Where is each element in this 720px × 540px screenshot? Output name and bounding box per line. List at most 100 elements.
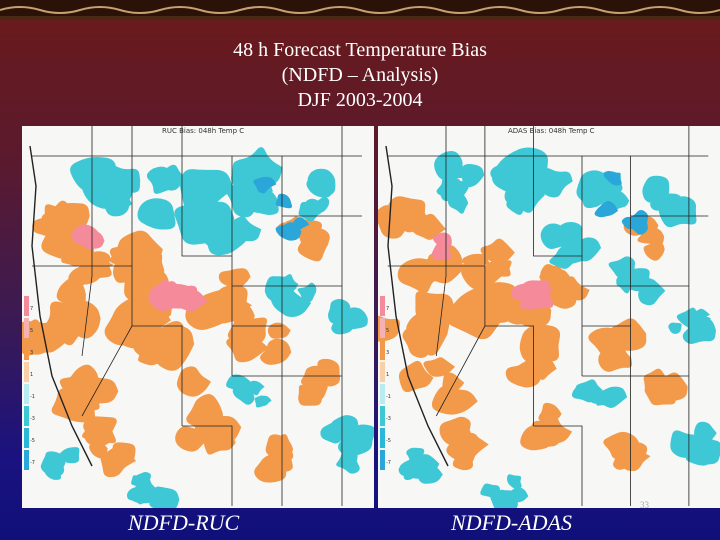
bias-patch [398, 462, 429, 479]
bias-patch [317, 358, 341, 387]
bias-patch [485, 260, 512, 277]
bias-patch [277, 274, 299, 296]
bias-patch [61, 248, 87, 267]
bias-patch [265, 434, 294, 462]
bias-patch [670, 430, 711, 459]
legend-label: -1 [386, 394, 391, 400]
bias-patch [398, 360, 434, 393]
bias-patch [519, 324, 561, 363]
bias-patch [253, 176, 277, 194]
decorative-top-border [0, 0, 720, 20]
bias-patch [66, 299, 101, 339]
state-boundaries [385, 126, 709, 506]
bias-patch [423, 357, 456, 377]
bias-patch [312, 196, 330, 214]
slide-title-line2: (NDFD – Analysis) [281, 64, 439, 86]
bias-patch [608, 256, 636, 282]
bias-patch [660, 193, 685, 210]
bias-patch [520, 424, 552, 451]
bias-patch [603, 431, 642, 460]
legend-swatch [24, 296, 29, 316]
bias-patch [460, 163, 485, 188]
ruc-bias-map: 7 5 3 1 -1 -3 -5 -7 RUC Bias: 048h Temp C [22, 126, 374, 508]
bias-patch [577, 386, 596, 401]
page-number: 33 [640, 500, 649, 510]
bias-patch [158, 164, 186, 191]
legend-label: 1 [386, 372, 389, 378]
bias-patch [70, 157, 117, 194]
bias-patch [463, 432, 482, 452]
bias-patch [218, 268, 251, 289]
legend-label: 5 [386, 328, 389, 334]
bias-patch [109, 237, 158, 268]
bias-patch [203, 288, 238, 324]
bias-patch [431, 242, 453, 261]
bias-patch [271, 288, 312, 318]
bias-patch [682, 316, 716, 345]
bias-patch [22, 322, 73, 353]
bias-patch [434, 151, 467, 180]
bias-patch [180, 169, 234, 215]
legend-swatch [24, 384, 29, 404]
legend-label: -1 [30, 394, 35, 400]
bias-patch [100, 445, 137, 478]
bias-patch [440, 177, 469, 202]
bias-patch [480, 238, 515, 265]
legend-label: -5 [30, 438, 35, 444]
legend-label: -7 [386, 460, 391, 466]
bias-patch [558, 222, 583, 245]
legend-label: 5 [30, 328, 33, 334]
legend-swatch [380, 450, 385, 470]
legend-label: -5 [386, 438, 391, 444]
slide-title-line3: DJF 2003-2004 [297, 89, 423, 111]
bias-patch [307, 168, 336, 197]
legend-swatch [24, 450, 29, 470]
legend-swatch [380, 406, 385, 426]
bias-patch [642, 229, 664, 242]
bias-patch [668, 322, 682, 334]
legend-swatch [24, 406, 29, 426]
bias-patch [234, 317, 267, 345]
bias-patch [507, 474, 522, 489]
bias-patch [254, 395, 272, 408]
legend-label: 3 [30, 350, 33, 356]
bias-patch [84, 421, 112, 447]
bias-patch [676, 307, 706, 332]
bias-patch [603, 170, 622, 186]
bias-patch [59, 374, 96, 397]
caption-ndfd-adas: NDFD-ADAS [451, 510, 572, 535]
bias-patch [617, 442, 648, 472]
legend-label: 1 [30, 372, 33, 378]
bias-patch [511, 283, 535, 303]
bias-patch [644, 381, 676, 406]
bias-patch [32, 214, 65, 240]
bias-patch [297, 228, 330, 262]
legend-swatch [380, 428, 385, 448]
bias-patch [528, 354, 557, 380]
bias-patch [595, 386, 628, 408]
bias-patch [275, 193, 293, 209]
bias-patch [133, 472, 152, 487]
legend-swatch [24, 318, 29, 338]
bias-patch [267, 322, 291, 339]
bias-patch [417, 255, 448, 286]
bias-patch [638, 277, 666, 306]
bias-patch [138, 342, 164, 365]
bias-patch [177, 285, 199, 302]
bias-patch [51, 388, 95, 423]
bias-patch [504, 296, 547, 325]
bias-patch [594, 200, 619, 218]
bias-patch [137, 198, 176, 230]
bias-patch [306, 383, 328, 404]
legend-swatch [24, 340, 29, 360]
bias-patch [347, 307, 368, 330]
bias-patch [506, 191, 532, 215]
bias-patch [415, 291, 456, 323]
bias-patch [43, 451, 65, 477]
bias-patch [338, 424, 374, 457]
bias-patch [155, 321, 194, 364]
bias-patch [566, 237, 602, 262]
bias-patch [643, 239, 665, 261]
map-header: RUC Bias: 048h Temp C [162, 127, 244, 135]
bias-patch [149, 486, 180, 508]
